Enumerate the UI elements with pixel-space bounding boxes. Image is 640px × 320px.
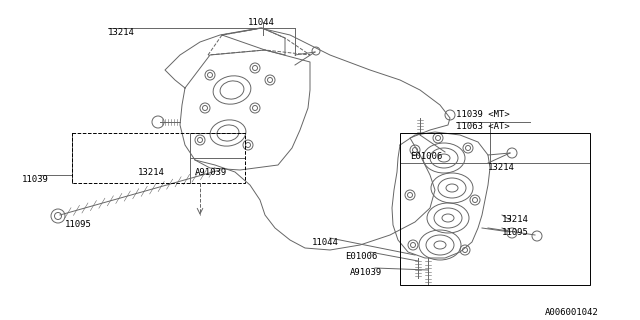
- Text: A91039: A91039: [350, 268, 382, 277]
- Text: A006001042: A006001042: [545, 308, 599, 317]
- Text: 11039 <MT>: 11039 <MT>: [456, 110, 509, 119]
- Text: A91039: A91039: [195, 168, 227, 177]
- Text: 11044: 11044: [312, 238, 339, 247]
- Text: E01006: E01006: [345, 252, 377, 261]
- Text: 11095: 11095: [65, 220, 92, 229]
- Text: 13214: 13214: [138, 168, 165, 177]
- Text: 11063 <AT>: 11063 <AT>: [456, 122, 509, 131]
- Text: 13214: 13214: [488, 163, 515, 172]
- Bar: [72, 133, 245, 183]
- Text: 13214: 13214: [502, 215, 529, 224]
- Text: 13214: 13214: [108, 28, 135, 37]
- Text: 11044: 11044: [248, 18, 275, 27]
- Text: E01006: E01006: [410, 152, 442, 161]
- Bar: [400, 133, 590, 285]
- Text: 11095: 11095: [502, 228, 529, 237]
- Text: 11039: 11039: [22, 175, 49, 184]
